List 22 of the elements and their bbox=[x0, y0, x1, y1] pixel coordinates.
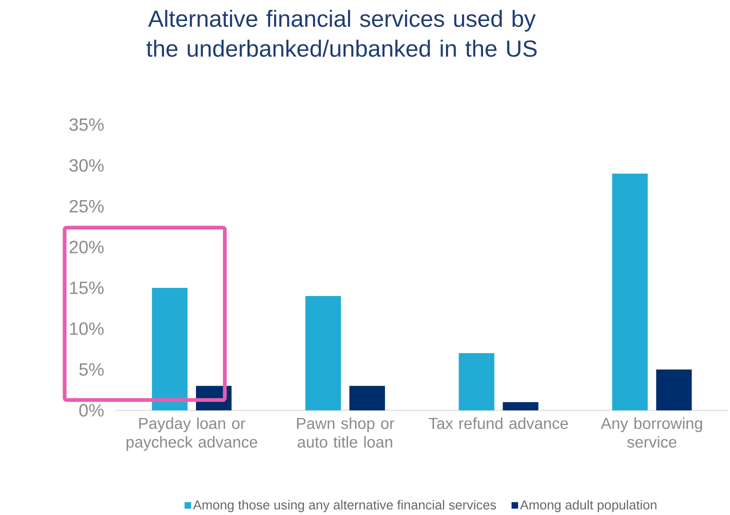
bar bbox=[152, 288, 188, 411]
bar bbox=[349, 386, 385, 411]
bar bbox=[458, 353, 494, 411]
y-tick-label: 15% bbox=[70, 282, 104, 294]
chart-title: Alternative financial services used by the underbanked/unbanked in the US bbox=[146, 10, 537, 58]
legend-label: Among those using any alternative financial services bbox=[193, 500, 496, 512]
bar bbox=[612, 174, 648, 411]
y-tick-label: 20% bbox=[70, 240, 104, 254]
x-tick-label: Payday loan or paycheck advance bbox=[126, 418, 258, 452]
y-tick-label: 5% bbox=[79, 363, 104, 376]
bar bbox=[305, 296, 341, 411]
legend-label: Among adult population bbox=[520, 500, 656, 512]
y-tick-label: 10% bbox=[70, 322, 104, 336]
x-tick-label: Tax refund advance bbox=[428, 418, 568, 430]
bar bbox=[656, 370, 692, 411]
bar bbox=[502, 402, 538, 411]
y-tick-label: 35% bbox=[69, 118, 104, 132]
x-tick-label: Any borrowing service bbox=[600, 418, 702, 448]
y-tick-label: 25% bbox=[70, 200, 104, 213]
y-tick-label: 30% bbox=[69, 159, 104, 172]
x-tick-label: Pawn shop or auto title loan bbox=[297, 418, 394, 448]
y-tick-label: 0% bbox=[79, 404, 104, 417]
